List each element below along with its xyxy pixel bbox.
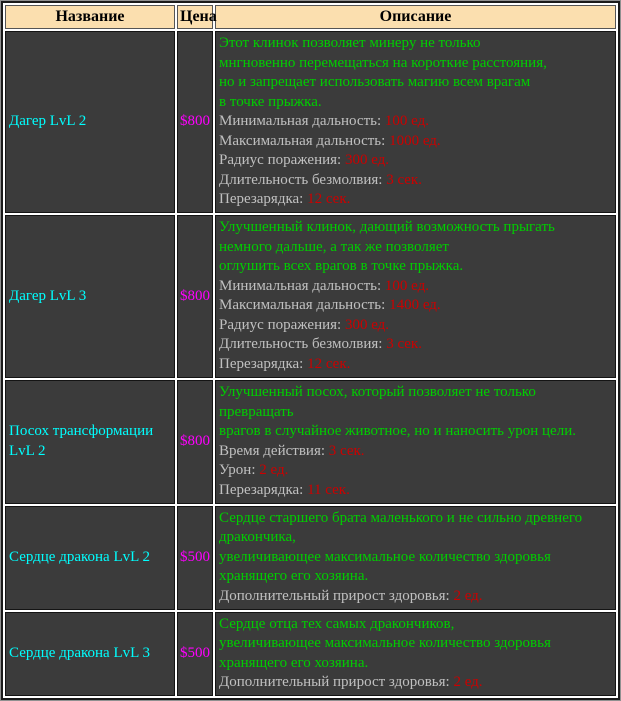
flavor-line: хранящего его хозяина.: [219, 654, 369, 671]
stat-label: Перезарядка:: [219, 355, 308, 372]
stat-label: Минимальная дальность:: [219, 277, 385, 294]
stat-value: 3 сек.: [386, 336, 422, 353]
flavor-line: но и запрещает использовать магию всем в…: [219, 74, 531, 90]
item-name: Дагер LvL 2: [5, 31, 175, 214]
flavor-line: Сердце отца тех самых дракончиков,: [219, 615, 455, 632]
stat-line: Длительность безмолвия: 3 сек.: [219, 335, 612, 355]
stat-value: 3 сек.: [386, 171, 422, 188]
col-header-description: Описание: [215, 5, 616, 29]
item-price: $500: [177, 505, 213, 610]
stat-value: 11 сек.: [307, 481, 350, 498]
col-header-price: Цена: [177, 5, 217, 29]
stat-line: Радиус поражения: 300 ед.: [219, 316, 612, 336]
stat-label: Минимальная дальность:: [219, 113, 385, 129]
flavor-line: оглушить всех врагов в точке прыжка.: [219, 258, 464, 275]
item-name: Дагер LvL 3: [5, 215, 175, 379]
item-price: $500: [177, 611, 213, 696]
item-description: Сердце отца тех самых дракончиков, увелич…: [215, 611, 616, 696]
item-price: $800: [177, 31, 213, 214]
stat-value: 3 сек.: [328, 442, 365, 459]
stat-line: Максимальная дальность: 1000 ед.: [219, 132, 612, 152]
item-name: Посох трансформации LvL 2: [5, 380, 175, 504]
stat-value: 300 ед.: [344, 152, 390, 168]
stat-line: Время действия: 3 сек.: [219, 442, 612, 462]
stat-label: Урон:: [219, 462, 260, 479]
flavor-line: Этот клинок позволяет минеру не только: [219, 35, 481, 51]
stat-value: 100 ед.: [384, 277, 429, 294]
stat-line: Минимальная дальность: 100 ед.: [219, 277, 612, 297]
table-row: Дагер LvL 2 $800 Этот клинок позволяет м…: [5, 31, 616, 214]
flavor-line: врагов в случайное животное, но и наноси…: [219, 423, 576, 440]
flavor-line: увеличивающее максимальное количество зд…: [219, 548, 551, 565]
table-row: Посох трансформации LvL 2 $800 Улучшенны…: [5, 380, 616, 504]
stat-value: 100 ед.: [384, 113, 429, 129]
stat-value: 300 ед.: [344, 316, 390, 333]
stat-line: Перезарядка: 11 сек.: [219, 481, 612, 501]
header-row: Название Цена Описание: [5, 5, 616, 29]
table-row: Сердце дракона LvL 2 $500 Сердце старшег…: [5, 505, 616, 610]
flavor-line: немного дальше, а так же позволяет: [219, 238, 449, 255]
stat-label: Радиус поражения:: [219, 152, 345, 168]
stat-value: 1000 ед.: [389, 132, 441, 149]
stat-label: Время действия:: [219, 442, 329, 459]
table-body: Дагер LvL 2 $800 Этот клинок позволяет м…: [5, 31, 616, 696]
stat-label: Максимальная дальность:: [219, 132, 390, 149]
flavor-line: увеличивающее максимальное количество зд…: [219, 635, 551, 652]
item-name: Сердце дракона LvL 3: [5, 611, 175, 696]
flavor-line: дракончика,: [219, 529, 296, 546]
stat-line: Перезарядка: 12 сек.: [219, 190, 612, 210]
flavor-line: Улучшенный клинок, дающий возможность пр…: [219, 219, 555, 236]
item-price: $800: [177, 380, 213, 504]
stat-line: Перезарядка: 12 сек.: [219, 355, 612, 375]
item-name: Сердце дракона LvL 2: [5, 505, 175, 610]
stat-value: 2 ед.: [453, 674, 483, 691]
stat-label: Длительность безмолвия:: [219, 336, 387, 353]
stat-label: Радиус поражения:: [219, 316, 345, 333]
stat-line: Дополнительный прирост здоровья: 2 ед.: [219, 587, 612, 607]
stat-label: Дополнительный прирост здоровья:: [219, 587, 454, 604]
stat-value: 1400 ед.: [389, 297, 441, 314]
flavor-line: Сердце старшего брата маленького и не си…: [219, 509, 583, 526]
stat-label: Перезарядка:: [219, 481, 308, 498]
stat-label: Длительность безмолвия:: [219, 171, 387, 188]
stat-value: 12 сек.: [307, 191, 351, 207]
stat-line: Урон: 2 ед.: [219, 461, 612, 481]
item-description: Сердце старшего брата маленького и не си…: [215, 505, 616, 610]
flavor-line: мнгновенно перемещаться на короткие расс…: [219, 54, 547, 71]
stat-line: Минимальная дальность: 100 ед.: [219, 112, 612, 132]
flavor-line: хранящего его хозяина.: [219, 568, 369, 585]
stat-line: Максимальная дальность: 1400 ед.: [219, 296, 612, 316]
stat-value: 2 ед.: [259, 462, 289, 479]
stat-label: Дополнительный прирост здоровья:: [219, 674, 454, 691]
item-description: Этот клинок позволяет минеру не только мн…: [215, 31, 616, 214]
stat-line: Радиус поражения: 300 ед.: [219, 151, 612, 171]
table-row: Дагер LvL 3 $800 Улучшенный клинок, дающ…: [5, 215, 616, 379]
stat-value: 12 сек.: [307, 355, 351, 372]
stat-label: Максимальная дальность:: [219, 297, 390, 314]
stat-value: 2 ед.: [453, 587, 483, 604]
flavor-line: Улучшенный посох, который позволяет не т…: [219, 384, 536, 401]
flavor-line: в точке прыжка.: [219, 93, 322, 110]
item-description: Улучшенный посох, который позволяет не т…: [215, 380, 616, 504]
stat-line: Дополнительный прирост здоровья: 2 ед.: [219, 673, 612, 693]
table-row: Сердце дракона LvL 3 $500 Сердце отца те…: [5, 611, 616, 696]
col-header-name: Название: [5, 5, 175, 29]
item-price: $800: [177, 215, 213, 379]
stat-label: Перезарядка:: [219, 191, 308, 207]
flavor-line: превращать: [219, 403, 294, 420]
item-description: Улучшенный клинок, дающий возможность пр…: [215, 215, 616, 379]
stat-line: Длительность безмолвия: 3 сек.: [219, 171, 612, 191]
